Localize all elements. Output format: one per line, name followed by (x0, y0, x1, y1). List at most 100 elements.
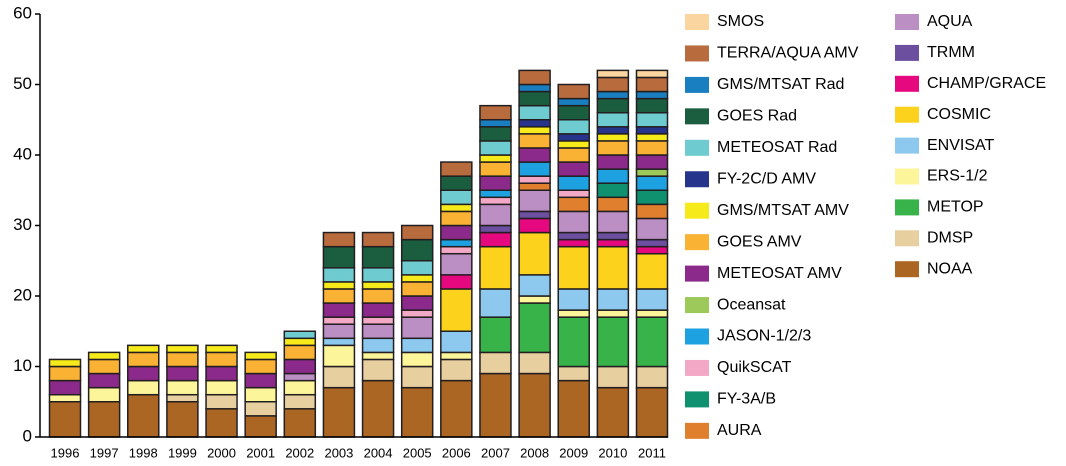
bar-segment (596, 140, 630, 156)
bar-segment (283, 344, 317, 361)
legend-label: FY-3A/B (717, 391, 776, 408)
legend-label: CHAMP/GRACE (927, 75, 1046, 92)
bar-segment (322, 288, 356, 304)
legend-swatch (895, 44, 919, 61)
bar-segment (127, 365, 160, 382)
legend-label: METOP (927, 199, 984, 216)
legend-label: DMSP (927, 230, 973, 247)
bar-segment (557, 365, 590, 382)
bar-segment (361, 358, 395, 382)
bar-segment (557, 238, 590, 248)
bar-segment (87, 351, 121, 361)
legend-label: TRMM (927, 44, 975, 61)
bar-segment (596, 245, 630, 290)
bar-segment (361, 231, 395, 248)
bar-segment (518, 69, 551, 86)
legend-label: SMOS (717, 13, 764, 30)
bar-segment (596, 90, 630, 100)
bar-segment (244, 415, 277, 438)
bar-segment (322, 365, 356, 389)
bar-segment (596, 154, 630, 170)
x-tick-label: 2011 (638, 445, 666, 460)
bar-segment (518, 133, 551, 149)
bar-segment (635, 97, 669, 114)
bar-segment (557, 231, 590, 241)
bar-segment (361, 351, 395, 361)
x-tick-label: 1998 (129, 445, 158, 460)
legend-swatch (895, 199, 919, 216)
bar-segment (361, 302, 395, 318)
bar-segment (596, 168, 630, 184)
bar-segment (244, 351, 277, 361)
bar-segment (635, 217, 669, 241)
bar-segment (557, 245, 590, 290)
bar-segment (518, 126, 551, 135)
bar-segment (635, 252, 669, 290)
bar-segment (440, 224, 473, 241)
bar-segment (635, 245, 669, 255)
bar-segment (596, 76, 630, 93)
bar-segment (518, 351, 551, 375)
bar-segment (557, 147, 590, 163)
y-tick-label: 0 (23, 426, 32, 445)
x-tick-label: 1996 (51, 445, 80, 460)
legend-swatch (685, 359, 709, 376)
bar-segment (166, 351, 199, 368)
bar-segment (166, 401, 199, 438)
bar-segment (322, 231, 356, 248)
bar-segment (440, 351, 473, 361)
legend-label: TERRA/AQUA AMV (717, 45, 859, 62)
bar-segment (205, 351, 238, 368)
bar-segment (361, 323, 395, 340)
bar-segment (87, 358, 121, 375)
bar-segment (440, 358, 473, 382)
bar-segment (479, 175, 512, 191)
x-tick-label: 2001 (246, 445, 275, 460)
bar-segment (635, 111, 669, 128)
x-tick-label: 1999 (168, 445, 197, 460)
bar-segment (518, 147, 551, 163)
legend-swatch (685, 202, 709, 219)
bar-segment (127, 379, 160, 396)
bar-segment (361, 337, 395, 354)
legend-label: GOES AMV (717, 233, 802, 250)
legend-swatch (685, 171, 709, 188)
legend-swatch (895, 14, 919, 30)
bar-segment (635, 189, 669, 206)
bar-segment (596, 210, 630, 234)
x-tick-label: 2009 (559, 445, 588, 460)
bar-segment (557, 119, 590, 135)
bar-segment (596, 97, 630, 114)
bar-segment (479, 161, 512, 177)
bar-segment (557, 316, 590, 368)
legend-label: METEOSAT AMV (717, 265, 842, 282)
bar-segment (400, 365, 434, 389)
bar-segment (205, 365, 238, 382)
legend-label: QuikSCAT (717, 359, 792, 376)
bar-segment (479, 189, 512, 199)
bar-segment (400, 238, 434, 262)
bar-segment (518, 295, 551, 304)
bar-segment (557, 161, 590, 177)
bar-segment (479, 351, 512, 375)
bar-segment (518, 302, 551, 354)
legend-swatch (685, 422, 709, 439)
bar-segment (322, 281, 356, 290)
legend-label: ERS-1/2 (927, 168, 988, 185)
bar-segment (557, 97, 590, 107)
bar-segment (283, 408, 317, 438)
bar-segment (48, 379, 82, 396)
bar-segment (283, 372, 317, 382)
x-tick-label: 2000 (207, 445, 236, 460)
bar-segment (557, 189, 590, 199)
x-tick-label: 2002 (285, 445, 314, 460)
bar-segment (635, 203, 669, 220)
legend-swatch (895, 137, 919, 154)
bar-segment (48, 401, 82, 438)
bar-segment (635, 175, 669, 191)
legend-swatch (685, 297, 709, 314)
bar-segment (440, 238, 473, 248)
bar-segment (205, 379, 238, 396)
bar-segment (322, 344, 356, 368)
